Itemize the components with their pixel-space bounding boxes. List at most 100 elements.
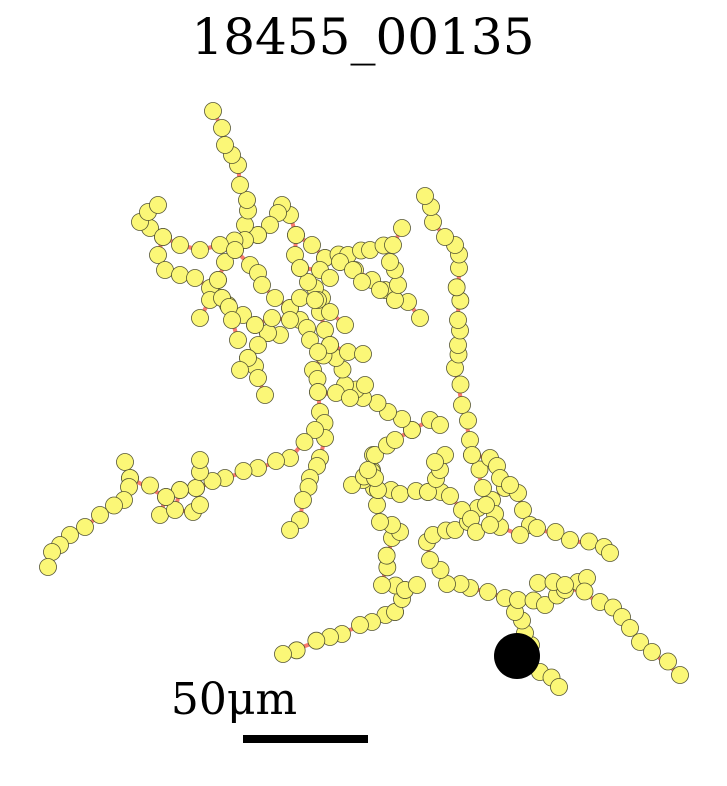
neuron-node <box>372 514 389 531</box>
neuron-node <box>392 486 409 503</box>
neuron-node <box>172 267 189 284</box>
neuron-node <box>602 545 619 562</box>
neuron-node <box>155 229 172 246</box>
neuron-node <box>217 137 234 154</box>
neuron-node <box>44 544 61 561</box>
neuron-node <box>282 312 299 329</box>
neuron-node <box>288 227 305 244</box>
soma-marker <box>494 633 540 679</box>
neuron-node <box>158 489 175 506</box>
neuron-node <box>387 292 404 309</box>
neuron-node <box>394 220 411 237</box>
neuron-node <box>644 644 661 661</box>
neuron-node <box>502 477 519 494</box>
neuron-node <box>672 667 689 684</box>
scale-bar-label: 50μm <box>171 674 297 725</box>
neuron-node <box>308 632 325 649</box>
neuron-node <box>224 312 241 329</box>
neuron-node <box>409 577 426 594</box>
neuron-node <box>307 292 324 309</box>
neuron-node <box>581 533 598 550</box>
neuron-node <box>210 272 227 289</box>
neuron-node <box>512 527 529 544</box>
neuron-node <box>378 547 395 564</box>
neuron-node <box>254 277 271 294</box>
neuron-node <box>172 237 189 254</box>
neuron-node <box>230 332 247 349</box>
neuron-node <box>437 229 454 246</box>
neuron-node <box>188 480 205 497</box>
neuron-node <box>40 559 57 576</box>
neuron-node <box>442 488 459 505</box>
neuron-node <box>460 412 477 429</box>
neuron-node <box>482 517 499 534</box>
neuron-node <box>454 397 471 414</box>
neuron-node <box>235 463 252 480</box>
neuron-node <box>374 577 391 594</box>
neuron-node <box>417 188 434 205</box>
neuron-node <box>337 317 354 334</box>
neuron-node <box>622 620 639 637</box>
neuron-node <box>432 417 449 434</box>
neuron-node <box>369 497 386 514</box>
neuron-node <box>551 679 568 696</box>
neuron-node <box>452 376 469 393</box>
neuron-node <box>355 346 372 363</box>
neuron-node <box>387 432 404 449</box>
neuron-node <box>450 312 467 329</box>
neuron-node <box>360 462 377 479</box>
neuron-node <box>510 592 527 609</box>
neuron-node <box>475 480 492 497</box>
neuron-node <box>310 344 327 361</box>
neuron-node <box>92 507 109 524</box>
neuron-node <box>425 214 442 231</box>
neuron-node <box>317 322 334 339</box>
neuron-node <box>152 507 169 524</box>
neuron-node <box>390 277 407 294</box>
neuron-node <box>264 310 281 327</box>
neuron-node <box>214 120 231 137</box>
neuron-node <box>660 653 677 670</box>
neuron-node <box>448 279 465 296</box>
neuron-node <box>462 432 479 449</box>
neuron-node <box>150 247 167 264</box>
neuron-node <box>529 520 546 537</box>
neuron-node <box>250 370 267 387</box>
neuron-node <box>427 454 444 471</box>
neuron-node <box>187 270 204 287</box>
neuron-node <box>292 290 309 307</box>
neuron-node <box>150 197 167 214</box>
neuron-node <box>192 310 209 327</box>
neuron-node <box>412 310 429 327</box>
neuron-node <box>354 274 371 291</box>
neuron-node <box>352 617 369 634</box>
neuron-node <box>227 242 244 259</box>
neuron-node <box>77 519 94 536</box>
neuron-node <box>357 377 374 394</box>
neuron-node <box>117 454 134 471</box>
neuron-node <box>192 242 209 259</box>
neuron-node <box>422 552 439 569</box>
neuron-node <box>322 270 339 287</box>
neuron-node <box>515 502 532 519</box>
neuron-node <box>292 260 309 277</box>
neuron-node <box>530 575 547 592</box>
neuron-node <box>372 282 389 299</box>
neuron-node <box>340 344 357 361</box>
neuron-node <box>267 290 284 307</box>
neuron-node <box>342 390 359 407</box>
neuron-node <box>295 492 312 509</box>
neuron-node <box>576 583 593 600</box>
neuron-node <box>557 577 574 594</box>
neuron-node <box>205 103 222 120</box>
neuron-node <box>478 497 495 514</box>
neuron-node <box>382 254 399 271</box>
neuron-node <box>192 497 209 514</box>
neuron-node <box>157 262 174 279</box>
neuron-node <box>268 453 285 470</box>
neuron-node <box>304 237 321 254</box>
neuron-node <box>480 584 497 601</box>
neuron-node <box>239 192 256 209</box>
neuron-node <box>296 434 313 451</box>
neuron-node <box>282 522 299 539</box>
